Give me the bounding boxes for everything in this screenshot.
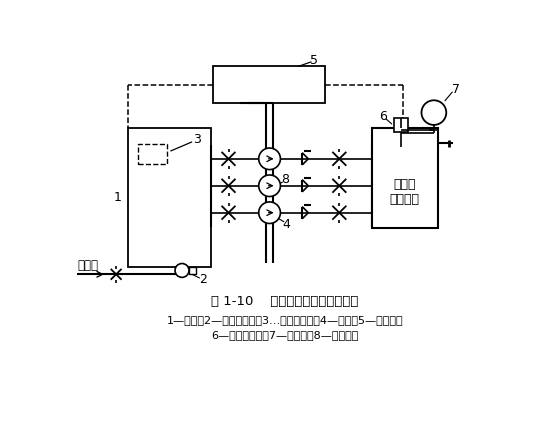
Text: 图 1-10    恒压变流量变频给水系统: 图 1-10 恒压变流量变频给水系统 <box>212 295 359 308</box>
Bar <box>128 128 212 266</box>
Text: 2: 2 <box>199 273 207 286</box>
Text: 7: 7 <box>452 83 460 96</box>
Bar <box>394 118 408 132</box>
Text: 接室内
给水系统: 接室内 给水系统 <box>389 178 419 206</box>
Bar <box>189 266 196 274</box>
Circle shape <box>258 175 280 196</box>
Bar <box>372 128 438 228</box>
Text: 接外网: 接外网 <box>77 258 99 272</box>
Circle shape <box>175 264 189 278</box>
Circle shape <box>258 202 280 224</box>
Bar <box>213 66 325 102</box>
Text: 4: 4 <box>283 218 291 231</box>
Text: 6: 6 <box>379 110 388 123</box>
Text: 1: 1 <box>114 191 121 204</box>
Text: 6—压力传感器；7—压力表；8—控制线路: 6—压力传感器；7—压力表；8—控制线路 <box>212 330 359 340</box>
Text: 3: 3 <box>194 133 202 146</box>
Text: 1—水池；2—液位控制阀；3…水位传感器；4—水泵；5—电控柜；: 1—水池；2—液位控制阀；3…水位传感器；4—水泵；5—电控柜； <box>167 315 403 325</box>
Bar <box>138 144 167 164</box>
Text: 8: 8 <box>281 173 289 186</box>
Text: 5: 5 <box>310 54 317 67</box>
Circle shape <box>422 100 446 125</box>
Circle shape <box>258 148 280 170</box>
